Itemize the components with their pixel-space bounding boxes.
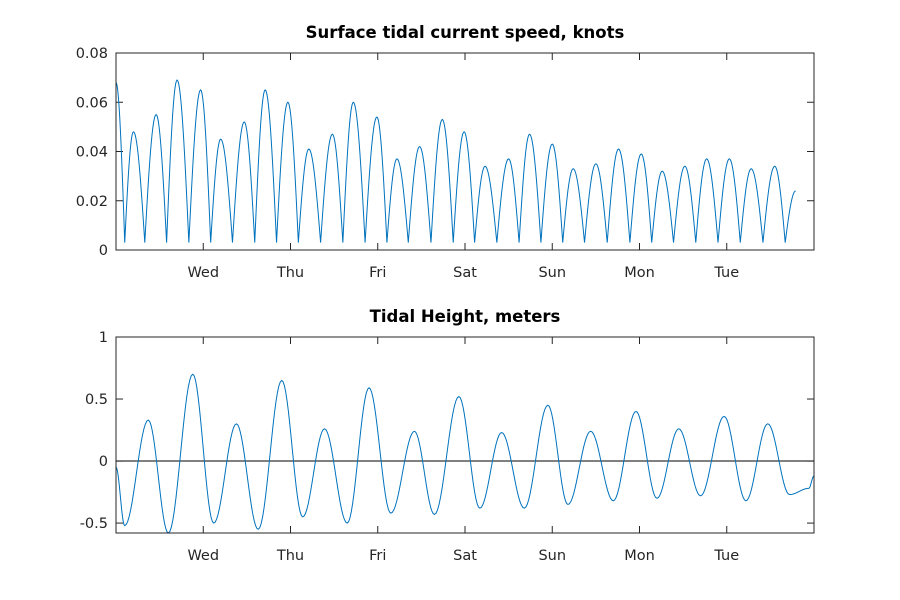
current-speed-chart: Surface tidal current speed, knots 0 0.02… xyxy=(76,23,815,281)
tidal-height-x-tick-label: Tue xyxy=(713,548,739,564)
tidal-height-axes: -0.5 0 0.5 1 Wed Thu Fri Sat Sun Mon Tue xyxy=(80,330,814,564)
tidal-height-x-tick-label: Sun xyxy=(538,548,566,564)
current-speed-x-tick-label: Wed xyxy=(187,265,219,281)
current-speed-plot-frame xyxy=(115,52,815,251)
tidal-height-plot-frame xyxy=(115,336,815,534)
current-speed-y-tick-label: 0 xyxy=(99,243,108,259)
current-speed-y-tick-label: 0.04 xyxy=(76,145,108,161)
tidal-height-x-tick-label: Sat xyxy=(453,548,477,564)
current-speed-y-tick-label: 0.08 xyxy=(76,46,108,62)
current-speed-x-tick-label: Sun xyxy=(538,265,566,281)
tidal-height-chart: Tidal Height, meters -0.5 0 0.5 1 Wed Thu Fri S… xyxy=(80,307,815,564)
tidal-height-y-tick-label: -0.5 xyxy=(80,516,108,532)
current-speed-x-tick-label: Thu xyxy=(276,265,304,281)
tidal-height-title: Tidal Height, meters xyxy=(370,307,561,326)
current-speed-x-tick-label: Mon xyxy=(624,265,655,281)
current-speed-x-tick-label: Fri xyxy=(369,265,386,281)
current-speed-y-tick-label: 0.02 xyxy=(76,194,108,210)
current-speed-title: Surface tidal current speed, knots xyxy=(306,23,625,42)
tidal-height-y-tick-label: 0 xyxy=(99,454,108,470)
tidal-height-series-line xyxy=(115,373,815,534)
tidal-height-x-tick-label: Mon xyxy=(624,548,655,564)
tidal-height-x-tick-label: Fri xyxy=(369,548,386,564)
tidal-height-y-tick-label: 1 xyxy=(99,330,108,346)
tidal-height-x-tick-label: Thu xyxy=(276,548,304,564)
current-speed-series-line xyxy=(115,79,796,243)
current-speed-y-tick-label: 0.06 xyxy=(76,95,108,111)
current-speed-x-tick-label: Tue xyxy=(713,265,739,281)
current-speed-axes: 0 0.02 0.04 0.06 0.08 Wed Thu Fri Sat Sun Mon Tue xyxy=(76,46,814,281)
tidal-height-y-tick-label: 0.5 xyxy=(85,392,108,408)
current-speed-x-tick-label: Sat xyxy=(453,265,477,281)
tidal-height-x-tick-label: Wed xyxy=(187,548,219,564)
